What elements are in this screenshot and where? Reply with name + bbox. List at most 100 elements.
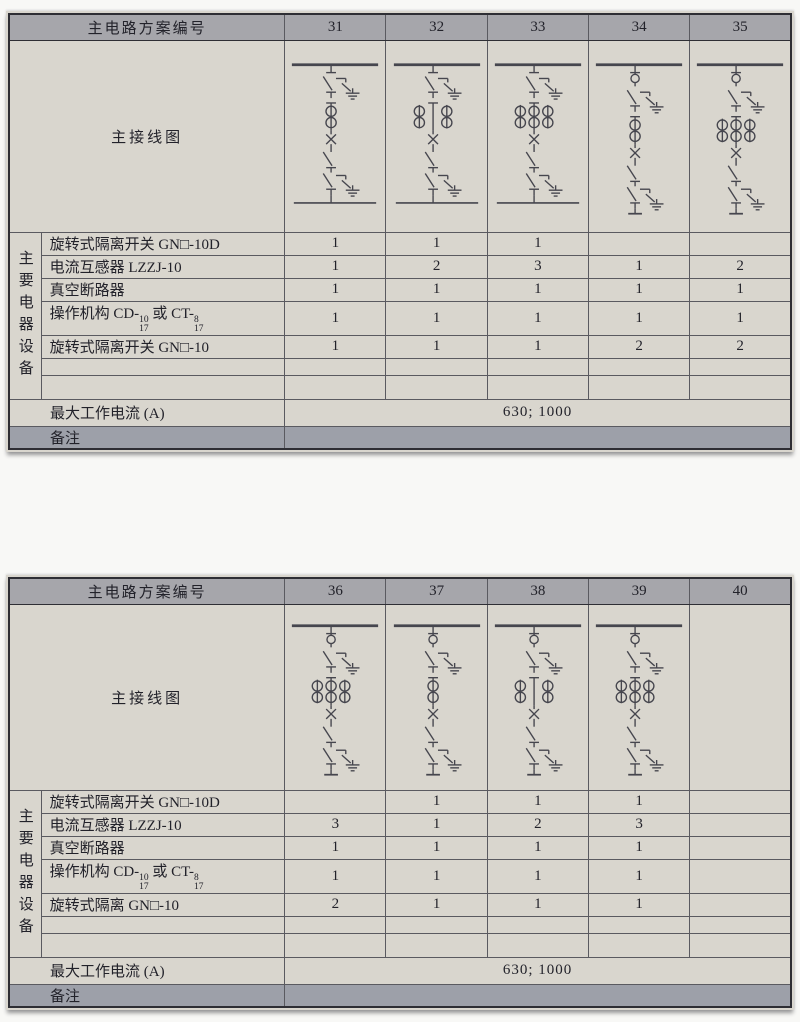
count-cell: 1 [385, 334, 488, 359]
main-wiring-diagram-37 [393, 624, 480, 776]
diagram-cell [486, 603, 589, 791]
equipment-row: 操作机构 CD- 10 17 或 CT- 8 17 1 1 1 1 1 [9, 300, 792, 336]
max-current-row: 最大工作电流 (A) 630; 1000 [8, 398, 792, 427]
count-cell: 1 [385, 892, 488, 917]
main-wiring-diagram-34 [595, 63, 683, 215]
diagram-cell [689, 39, 792, 233]
count-cell: 1 [486, 334, 589, 359]
count-cell: 1 [486, 858, 589, 894]
diagram-row: 主接线图 [8, 603, 792, 791]
diagram-cell [587, 603, 691, 791]
diagram-cell [284, 39, 387, 233]
count-cell [689, 858, 792, 894]
count-cell: 1 [689, 300, 792, 336]
count-cell: 1 [385, 277, 488, 302]
diagram-cell-empty [689, 603, 792, 791]
diagram-row: 主接线图 [8, 39, 792, 233]
equipment-row: 电流互感器 LZZJ-10 3 1 2 3 [9, 812, 792, 837]
count-cell: 1 [284, 231, 387, 256]
main-circuit-table-2: 主电路方案编号 36 37 38 39 40 主接线图 [8, 577, 792, 1008]
side-label-main-equipment: 主要电器设备 [8, 789, 42, 958]
equipment-label: 旋转式隔离开关 GN□-10 [40, 334, 286, 359]
mech-mid: 或 CT- [148, 863, 194, 880]
mech-mid: 或 CT- [148, 305, 194, 322]
count-cell: 1 [486, 277, 589, 302]
side-label-main-equipment: 主要电器设备 [8, 231, 42, 400]
equipment-label: 旋转式隔离开关 GN□-10D [40, 789, 286, 814]
scheme-table-31-35: 主电路方案编号 31 32 33 34 35 主接线图 [6, 11, 794, 452]
table-header-row: 主电路方案编号 36 37 38 39 40 [8, 577, 792, 605]
equipment-label: 真空断路器 [40, 835, 286, 860]
count-cell [689, 812, 792, 837]
mech-prefix: 操作机构 CD- [49, 863, 140, 880]
count-cell: 1 [486, 892, 589, 917]
count-cell: 1 [587, 277, 691, 302]
count-cell: 3 [486, 254, 589, 279]
count-cell [689, 835, 792, 860]
count-cell: 2 [689, 334, 792, 359]
count-cell: 1 [284, 300, 387, 336]
count-cell: 1 [284, 334, 387, 359]
count-cell: 1 [587, 254, 691, 279]
diagram-cell [284, 603, 387, 791]
scheme-number: 36 [284, 577, 387, 605]
diagram-cell [587, 39, 691, 233]
scheme-number: 31 [284, 13, 387, 41]
count-cell: 2 [284, 892, 387, 917]
scheme-number: 39 [587, 577, 691, 605]
count-cell: 1 [486, 231, 589, 256]
count-cell: 1 [385, 835, 488, 860]
remark-row: 备注 [8, 983, 792, 1007]
header-label: 主电路方案编号 [8, 577, 286, 605]
blank-row [9, 357, 792, 376]
count-cell: 2 [587, 334, 691, 359]
count-cell: 1 [284, 835, 387, 860]
count-cell: 3 [587, 812, 691, 837]
equipment-label: 电流互感器 LZZJ-10 [40, 812, 286, 837]
remark-value [284, 983, 792, 1007]
equipment-label: 旋转式隔离开关 GN□-10D [40, 231, 286, 256]
blank-row [9, 932, 792, 958]
count-cell: 1 [385, 300, 488, 336]
scheme-number: 32 [385, 13, 488, 41]
count-cell [587, 231, 691, 256]
equipment-row: 旋转式隔离开关 GN□-10 1 1 1 2 2 [9, 334, 792, 359]
blank-row [9, 374, 792, 400]
scheme-number: 37 [385, 577, 488, 605]
cd-fraction: 10 17 [139, 872, 149, 892]
diagram-cell [385, 39, 488, 233]
equipment-label: 真空断路器 [40, 277, 286, 302]
count-cell: 1 [486, 300, 589, 336]
count-cell: 1 [587, 789, 691, 814]
scheme-table-36-40: 主电路方案编号 36 37 38 39 40 主接线图 [6, 575, 794, 1010]
equipment-row: 旋转式隔离 GN□-10 2 1 1 1 [9, 892, 792, 917]
remark-label: 备注 [8, 983, 286, 1007]
scheme-number: 38 [486, 577, 589, 605]
diagram-cell [486, 39, 589, 233]
main-wiring-diagram-32 [393, 63, 480, 204]
diagram-cell [385, 603, 488, 791]
equipment-row: 电流互感器 LZZJ-10 1 2 3 1 2 [9, 254, 792, 279]
count-cell [284, 789, 387, 814]
equipment-row: 操作机构 CD- 10 17 或 CT- 8 17 1 1 1 1 [9, 858, 792, 894]
scheme-number: 35 [689, 13, 792, 41]
count-cell [689, 789, 792, 814]
max-current-row: 最大工作电流 (A) 630; 1000 [8, 956, 792, 985]
main-circuit-table-1: 主电路方案编号 31 32 33 34 35 主接线图 [8, 13, 792, 450]
count-cell [689, 892, 792, 917]
count-cell [689, 231, 792, 256]
count-cell: 1 [486, 789, 589, 814]
count-cell: 1 [385, 789, 488, 814]
count-cell: 1 [284, 277, 387, 302]
remark-row: 备注 [8, 425, 792, 449]
count-cell: 1 [486, 835, 589, 860]
equipment-label-operating-mechanism: 操作机构 CD- 10 17 或 CT- 8 17 [40, 300, 286, 336]
count-cell: 1 [385, 858, 488, 894]
scheme-number: 33 [486, 13, 589, 41]
scheme-number: 40 [689, 577, 792, 605]
equipment-row: 主要电器设备 旋转式隔离开关 GN□-10D 1 1 1 [8, 231, 792, 400]
mech-prefix: 操作机构 CD- [49, 305, 140, 322]
blank-row [9, 915, 792, 934]
count-cell: 1 [284, 858, 387, 894]
